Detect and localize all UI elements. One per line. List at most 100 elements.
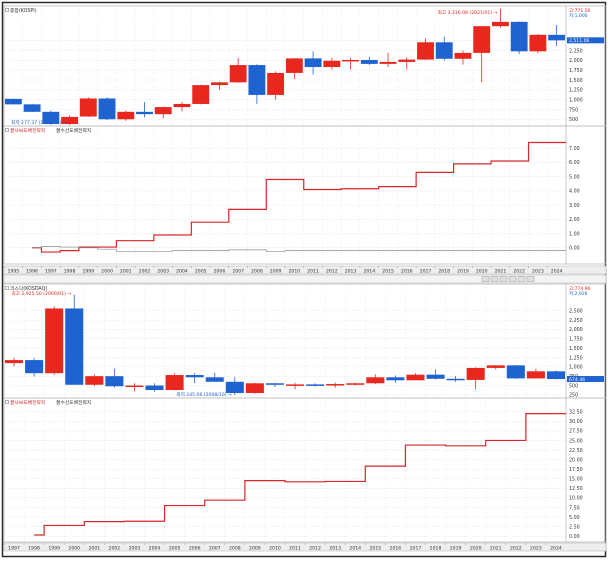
top-x-axis-tick-label: 2010 — [289, 269, 301, 275]
kosdaq-candles-y-tick-label: 2,500 — [569, 309, 583, 315]
kospi-candles-candle-body — [548, 34, 566, 41]
kosdaq-strategy-y-tick-label: 0.00 — [569, 534, 580, 540]
kosdaq-candles-candle-body — [526, 371, 545, 379]
top-x-axis-tick-label: 2022 — [513, 269, 525, 275]
bottom-x-axis-tick-label: 2024 — [550, 546, 562, 552]
kospi-candles-candle-body — [4, 98, 22, 105]
kosdaq-candles-candle-body — [346, 383, 365, 385]
top-x-axis-tick-label: 1998 — [64, 269, 76, 275]
kosdaq-strategy-y-tick-label: 15.00 — [569, 477, 583, 483]
top-x-axis-tick-label: 2008 — [251, 269, 263, 275]
kosdaq-candles-candle-body — [326, 384, 345, 386]
kospi-candles-candle-body — [211, 82, 228, 86]
top-x-axis-tick-label: 2018 — [438, 269, 450, 275]
kosdaq-candles-candle-body — [286, 384, 305, 386]
bottom-x-axis-tick-label: 1997 — [8, 546, 20, 552]
kosdaq-candles-candle-body — [45, 308, 64, 374]
kosdaq-candles-candle-body — [125, 385, 144, 388]
kosdaq-candles-high-marker: 최고 2,925.50 (2000/01) → — [11, 290, 71, 297]
kospi-strategy-y-tick-label: 0.00 — [569, 246, 580, 252]
toolbar-icon — [517, 276, 526, 282]
bottom-x-axis-tick-label: 2008 — [229, 546, 241, 552]
kosdaq-candles-y-tick-label: 2,000 — [569, 327, 583, 333]
kospi-candles-candle-body — [473, 26, 491, 53]
bottom-x-axis-tick-label: 2000 — [68, 546, 80, 552]
kospi-candles-candle-body — [304, 58, 322, 68]
top-x-axis-tick-label: 2012 — [326, 269, 338, 275]
toolbar-icon — [508, 276, 517, 282]
kospi-candles-corner-label: 고:771.56 — [569, 8, 591, 14]
kosdaq-candles-y-tick-label: 1,750 — [569, 337, 583, 343]
kospi-candles-candle-body — [417, 42, 434, 60]
kosdaq-candles-y-tick-label: 1,500 — [569, 346, 583, 352]
top-x-axis-tick-label: 2023 — [532, 269, 544, 275]
bottom-x-axis-tick-label: 2007 — [209, 546, 221, 552]
panel-2-border — [3, 125, 607, 265]
top-x-axis-tick-label: 2015 — [382, 269, 394, 275]
toolbar-icon — [481, 276, 490, 282]
kosdaq-candles-candle-body — [486, 365, 505, 368]
bottom-x-axis-tick-label: 2023 — [530, 546, 542, 552]
kospi-candles-candle-body — [117, 111, 135, 120]
kosdaq-strategy-y-tick-label: 5.00 — [569, 515, 580, 521]
kospi-strategy-y-tick-label: 5.00 — [569, 174, 580, 180]
bottom-x-axis-tick-label: 2009 — [249, 546, 261, 552]
kosdaq-candles-y-tick-label: 1,000 — [569, 365, 583, 371]
kosdaq-strategy-legend-checkbox — [5, 400, 9, 404]
bottom-x-axis-tick-label: 2016 — [390, 546, 402, 552]
kospi-strategy-legend: 꿀사브도배전략지 — [10, 127, 45, 134]
kospi-candles-candle-body — [173, 103, 191, 108]
bottom-x-axis-tick-label: 1999 — [48, 546, 60, 552]
kospi-candles-candle-body — [23, 104, 41, 112]
kospi-strategy-y-tick-label: 1.00 — [569, 231, 580, 237]
bottom-x-axis-tick-label: 2022 — [510, 546, 522, 552]
kospi-candles-candle-body — [379, 61, 397, 64]
kosdaq-candles-candle-body — [165, 375, 184, 391]
kospi-candles-candle-body — [454, 52, 472, 59]
kospi-candles-candle-body — [42, 111, 60, 124]
bottom-x-axis-tick-label: 2005 — [169, 546, 181, 552]
kospi-strategy-y-tick-label: 3.00 — [569, 203, 580, 209]
kospi-candles-candle-body — [398, 59, 416, 62]
top-x-axis-tick-label: 2007 — [232, 269, 244, 275]
kosdaq-candles-candle-body — [245, 383, 264, 394]
kosdaq-strategy-y-tick-label: 25.00 — [569, 438, 583, 444]
kosdaq-candles-candle-body — [25, 360, 44, 374]
kosdaq-candles-candle-body — [265, 383, 284, 385]
kospi-candles-title: 종합(KOSPI) — [10, 7, 37, 14]
kospi-strategy-legend-checkbox — [5, 128, 9, 132]
kosdaq-strategy-y-tick-label: 17.50 — [569, 467, 583, 473]
top-x-axis-tick-label: 1999 — [82, 269, 94, 275]
top-x-axis-tick-label: 2003 — [157, 269, 169, 275]
top-x-axis-tick-label: 2001 — [120, 269, 132, 275]
kosdaq-candles-candle-body — [546, 371, 565, 380]
bottom-x-axis-tick-label: 2011 — [289, 546, 301, 552]
kospi-candles-y-tick-label: 1,250 — [569, 88, 583, 94]
kosdaq-candles-candle-body — [466, 367, 485, 380]
kosdaq-candles-title: 코스닥(KOSDAQ) — [10, 285, 47, 292]
bottom-x-axis-tick-label: 2019 — [450, 546, 462, 552]
bottom-x-axis-tick-label: 2021 — [490, 546, 502, 552]
toolbar-icon — [526, 276, 535, 282]
kospi-candles-candle-body — [98, 98, 116, 120]
kospi-candles-current-value: 2,511.06 — [569, 38, 590, 44]
top-x-axis-tick-label: 2000 — [101, 269, 113, 275]
top-x-axis-tick-label: 1997 — [45, 269, 57, 275]
kospi-candles-candle-body — [61, 116, 78, 124]
top-x-axis-tick-label: 1996 — [26, 269, 38, 275]
kosdaq-candles-candle-body — [506, 365, 525, 379]
bottom-x-axis-tick-label: 2002 — [109, 546, 121, 552]
bottom-x-axis-tick-label: 2013 — [329, 546, 341, 552]
kospi-strategy-y-tick-label: 2.00 — [569, 217, 580, 223]
kospi-candles-y-tick-label: 1,500 — [569, 78, 583, 84]
kospi-candles-y-tick-label: 750 — [569, 107, 578, 113]
bottom-x-axis-tick-label: 2015 — [369, 546, 381, 552]
top-x-axis-tick-label: 2017 — [420, 269, 432, 275]
kosdaq-candles-candle-body — [145, 385, 164, 391]
top-x-axis-tick-label: 2002 — [139, 269, 151, 275]
top-x-axis-tick-label: 2006 — [214, 269, 226, 275]
kospi-candles-candle-body — [323, 60, 341, 68]
bottom-x-axis-tick-label: 2020 — [470, 546, 482, 552]
